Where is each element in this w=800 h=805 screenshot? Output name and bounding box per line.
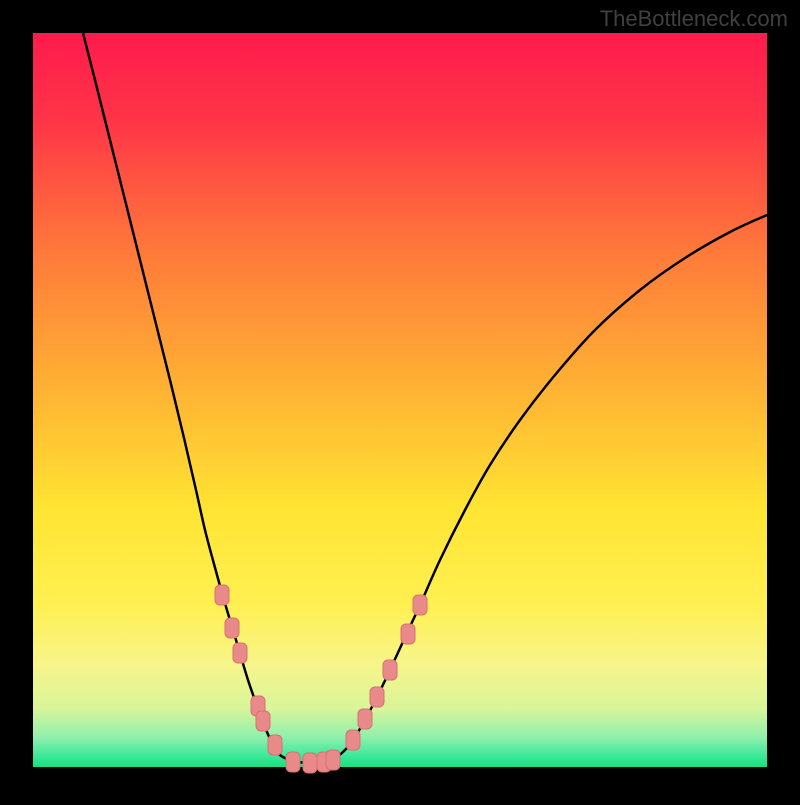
bottleneck-chart [0, 0, 800, 800]
data-marker [233, 643, 247, 663]
data-marker [358, 709, 372, 729]
data-marker [346, 730, 360, 750]
data-marker [303, 753, 317, 773]
data-marker [286, 752, 300, 772]
data-marker [401, 624, 415, 644]
data-marker [225, 618, 239, 638]
data-marker [370, 687, 384, 707]
data-marker [383, 660, 397, 680]
data-marker [268, 735, 282, 755]
chart-svg [0, 0, 800, 800]
data-marker [413, 595, 427, 615]
data-marker [215, 585, 229, 605]
plot-area [33, 33, 767, 767]
data-marker [256, 711, 270, 731]
data-marker [326, 750, 340, 770]
watermark-text: TheBottleneck.com [600, 6, 788, 32]
